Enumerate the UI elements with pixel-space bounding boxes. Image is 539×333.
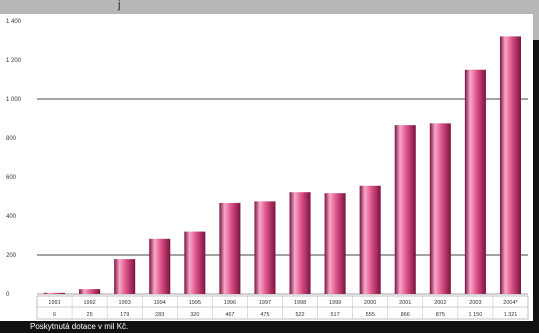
y-tick-label: 400 [6,214,17,220]
x-category-label: 2003 [469,300,481,306]
right-edge-bar [533,40,539,333]
bar-1999 [324,193,346,294]
bar-1996 [219,202,241,294]
bar-2000 [359,185,381,294]
x-category-label: 2002 [434,300,446,306]
x-category-label: 1992 [83,300,95,306]
y-tick-label: 1 400 [6,19,22,25]
bar-1992 [79,289,101,294]
value-label: 555 [366,312,375,318]
y-tick-label: 200 [6,253,17,259]
y-tick-label: 1 200 [6,58,22,64]
value-label: 179 [120,312,129,318]
footer-label: Poskytnutá dotace v mil Kč. [30,322,129,331]
bar-1991 [44,292,66,294]
bar-1994 [149,238,171,294]
x-category-label: 1995 [189,300,201,306]
x-category-label: 1991 [48,300,60,306]
bar-1993 [114,259,136,294]
bar-chart: 0 200 400 600 800 1 000 1 200 1 400 1991 6 1992 25… [0,14,533,321]
x-category-label: 2004* [503,300,518,306]
x-category-label: 2001 [399,300,411,306]
value-label: 475 [260,312,269,318]
x-category-label: 1997 [259,300,271,306]
y-tick-label: 600 [6,175,17,181]
value-label: 1 150 [469,312,483,318]
page-title-fragment: j [118,0,121,11]
bar-1998 [289,192,311,294]
x-category-label: 2000 [364,300,376,306]
bar-2002 [429,123,451,294]
value-label: 517 [331,312,340,318]
x-category-label: 1999 [329,300,341,306]
x-category-label: 1996 [224,300,236,306]
bar-1995 [184,231,206,294]
y-tick-label: 0 [6,292,10,298]
y-tick-label: 1 000 [6,97,22,103]
value-label: 866 [401,312,410,318]
x-category-label: 1993 [119,300,131,306]
bar-2004 [499,36,521,294]
bar-1997 [254,201,276,294]
y-tick-label: 800 [6,136,17,142]
value-label: 320 [190,312,199,318]
value-label: 283 [155,312,164,318]
value-label: 522 [295,312,304,318]
bar-2003 [464,69,486,294]
value-label: 25 [87,312,93,318]
x-category-label: 1998 [294,300,306,306]
value-label: 1 321 [504,312,518,318]
x-category-label: 1994 [154,300,166,306]
value-label: 467 [225,312,234,318]
footer-bar: Poskytnutá dotace v mil Kč. [0,321,539,333]
bar-2001 [394,125,416,294]
value-label: 875 [436,312,445,318]
value-label: 6 [53,312,56,318]
